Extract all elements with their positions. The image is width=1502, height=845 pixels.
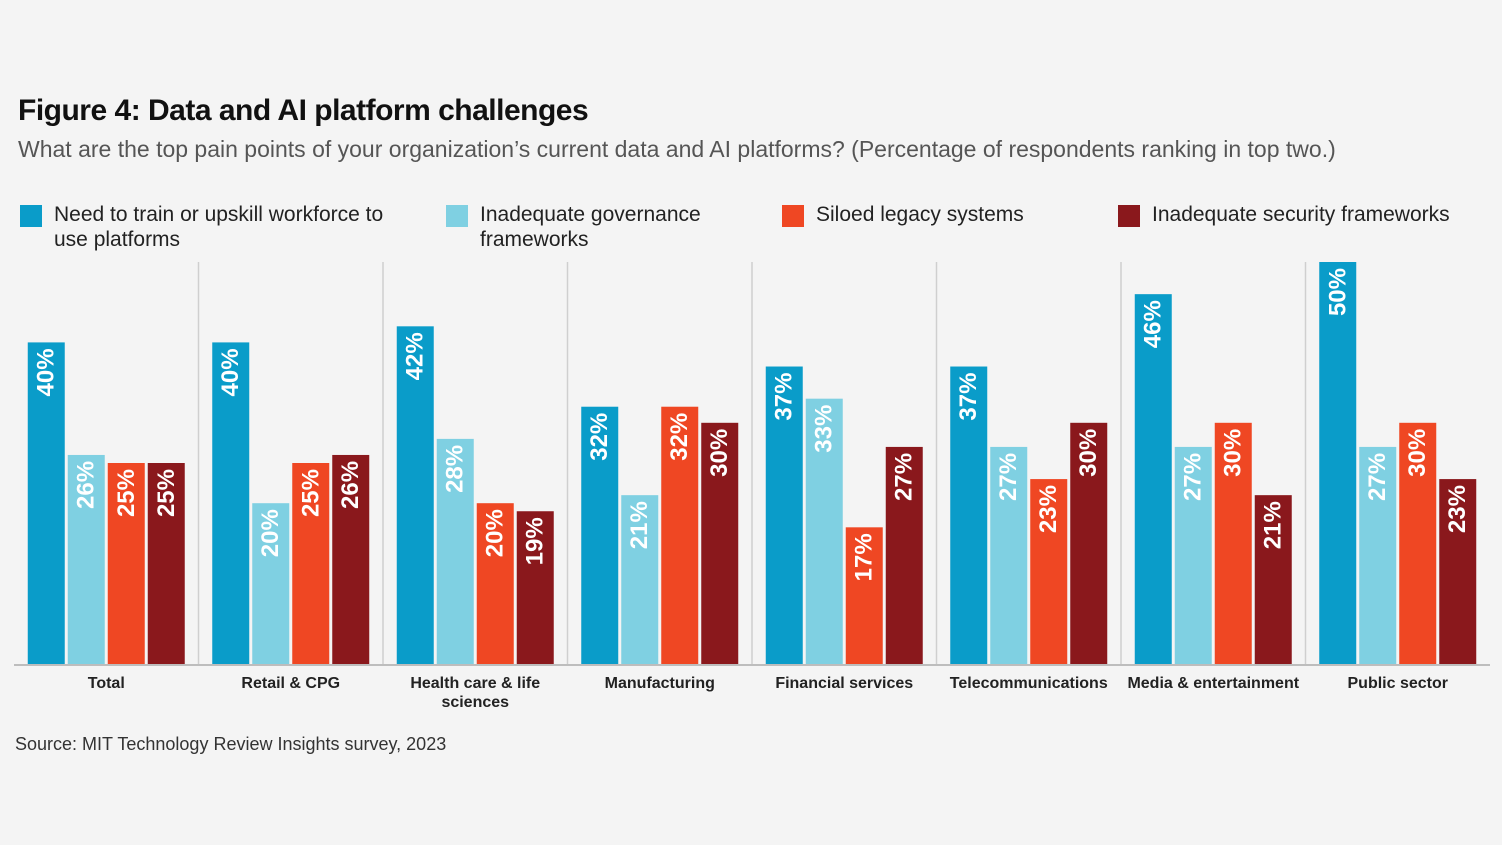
value-label: 17% [851,533,878,581]
x-tick-label: Total [87,675,125,692]
value-label: 27% [995,453,1022,501]
chart-subtitle: What are the top pain points of your org… [18,136,1336,162]
value-label: 27% [1364,453,1391,501]
value-label: 27% [891,453,918,501]
bar [67,454,105,664]
value-label: 42% [402,332,429,380]
x-tick-label: Manufacturing [604,675,715,692]
x-tick-label: Media & entertainment [1127,675,1300,692]
value-label: 30% [1220,429,1247,477]
bar [1134,294,1172,664]
bar [107,463,145,664]
value-label: 37% [771,373,798,421]
bar [27,342,65,664]
bar [1254,495,1292,664]
legend-label: Siloed legacy systems [816,203,1024,226]
bar [765,366,803,664]
legend-item: Inadequate security frameworks [1118,202,1502,227]
bar [621,495,659,664]
bar [701,422,739,664]
legend-label: Need to train or upskill workforce to us… [54,203,384,251]
bar [990,446,1028,664]
bar [292,463,330,664]
chart-title: Figure 4: Data and AI platform challenge… [18,94,589,127]
value-label: 19% [522,517,549,565]
value-label: 25% [153,469,180,517]
bar [845,527,883,664]
bar [332,454,370,664]
x-tick-label: Financial services [775,675,914,692]
value-label: 26% [73,461,100,509]
value-label: 21% [1260,501,1287,549]
legend-item: Need to train or upskill workforce to us… [20,202,394,252]
legend-item: Siloed legacy systems [782,202,1076,227]
legend-swatch [20,205,42,227]
bar [476,503,514,664]
value-label: 46% [1140,300,1167,348]
bar [950,366,988,664]
value-label: 23% [1444,485,1471,533]
legend-swatch [1118,205,1140,227]
value-label: 21% [626,501,653,549]
value-label: 25% [297,469,324,517]
bar [1319,262,1357,664]
bar [805,398,843,664]
bar [1030,479,1068,664]
x-tick-label: Telecommunications [949,675,1108,692]
legend-swatch [782,205,804,227]
value-label: 40% [33,348,60,396]
value-label: 37% [955,373,982,421]
legend-swatch [446,205,468,227]
legend-item: Inadequate governance frameworks [446,202,740,252]
value-label: 30% [706,429,733,477]
value-label: 20% [257,509,284,557]
bar [252,503,290,664]
bar [1174,446,1212,664]
x-tick-label: Public sector [1347,675,1448,692]
bar [885,446,923,664]
source-note: Source: MIT Technology Review Insights s… [15,734,447,754]
bar [396,326,434,664]
value-label: 23% [1035,485,1062,533]
value-label: 28% [442,445,469,493]
value-label: 27% [1180,453,1207,501]
bar [1359,446,1397,664]
value-label: 30% [1404,429,1431,477]
bar [516,511,554,664]
value-label: 30% [1075,429,1102,477]
value-label: 33% [811,405,838,453]
bar [661,406,699,664]
bar [1439,479,1477,664]
value-label: 40% [217,348,244,396]
value-label: 25% [113,469,140,517]
bar [1399,422,1437,664]
value-label: 50% [1324,268,1351,316]
x-tick-label: Health care & life sciences [410,675,541,711]
bar [1214,422,1252,664]
bar [212,342,250,664]
bar [581,406,619,664]
value-label: 26% [337,461,364,509]
bar [436,438,474,664]
value-label: 32% [666,413,693,461]
bar [1070,422,1108,664]
value-label: 32% [586,413,613,461]
x-tick-label: Retail & CPG [241,675,341,692]
legend-label: Inadequate governance frameworks [480,203,701,251]
bar [147,463,185,664]
legend-label: Inadequate security frameworks [1152,203,1450,226]
value-label: 20% [482,509,509,557]
